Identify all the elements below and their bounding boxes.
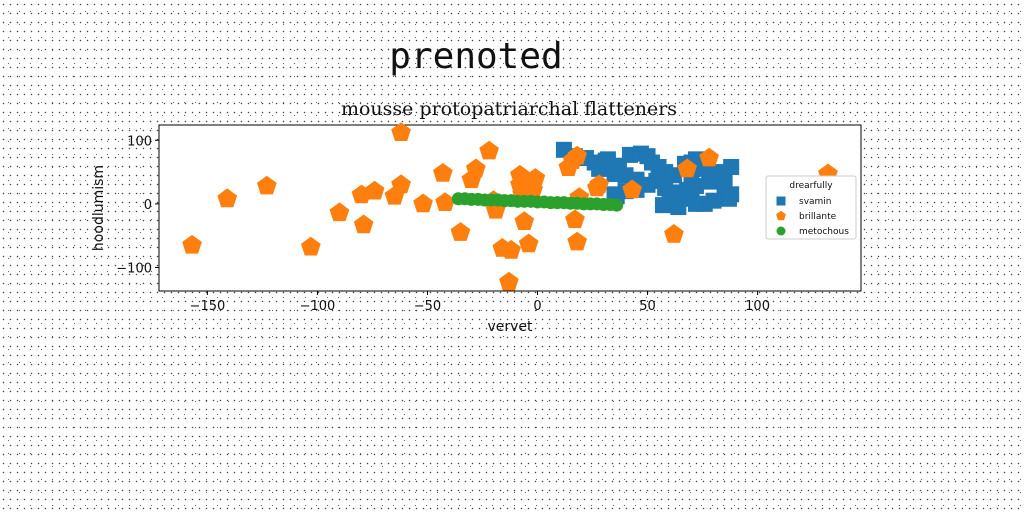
point-brillante: [525, 168, 546, 187]
point-svamin: [701, 173, 718, 190]
point-brillante: [435, 192, 455, 211]
x-tick-label: 100: [745, 299, 770, 314]
point-brillante: [499, 271, 519, 291]
legend-marker-brillante: [776, 210, 786, 221]
point-svamin: [723, 158, 740, 175]
point-svamin: [591, 160, 608, 177]
x-tick-label: 0: [533, 299, 541, 314]
point-brillante: [364, 180, 385, 200]
legend-marker-svamin: [776, 196, 786, 206]
x-axis: −150 −100 −50 0 50 100: [190, 291, 770, 314]
legend: drearfully svamin brillante metochous: [765, 175, 857, 240]
point-brillante: [622, 179, 642, 199]
point-brillante: [501, 239, 521, 259]
x-tick-label: −50: [414, 299, 441, 314]
point-brillante: [329, 202, 350, 222]
point-svamin: [720, 190, 737, 207]
point-svamin: [654, 197, 671, 214]
point-brillante: [466, 158, 486, 178]
point-brillante: [217, 188, 238, 208]
y-tick-label: −100: [116, 261, 152, 276]
x-axis-label: vervet: [487, 319, 533, 335]
legend-label-brillante: brillante: [799, 212, 837, 222]
point-brillante: [589, 174, 609, 194]
point-brillante: [182, 234, 202, 254]
point-brillante: [450, 222, 471, 241]
point-brillante: [391, 122, 411, 141]
legend-label-metochous: metochous: [799, 227, 849, 237]
y-tick-label: 0: [144, 198, 152, 213]
x-tick-label: −100: [300, 299, 336, 314]
x-tick-label: 50: [639, 299, 656, 314]
legend-label-svamin: svamin: [799, 197, 832, 207]
point-brillante: [433, 163, 453, 182]
plot-area: [158, 124, 862, 292]
point-svamin: [705, 192, 722, 209]
point-svamin: [687, 195, 704, 212]
y-axis: −100 0 100: [116, 134, 159, 276]
data-marks: [182, 122, 838, 291]
y-axis-label: hoodlumism: [91, 165, 107, 251]
point-brillante: [567, 231, 587, 251]
point-brillante: [677, 158, 697, 178]
point-brillante: [353, 214, 374, 234]
legend-box: [765, 175, 857, 240]
y-tick-label: 100: [127, 134, 152, 149]
legend-title: drearfully: [789, 181, 833, 191]
x-tick-label: −150: [190, 299, 226, 314]
point-brillante: [518, 233, 539, 253]
chart-title: mousse protopatriarchal flatteners: [341, 98, 677, 120]
point-brillante: [391, 174, 411, 194]
point-brillante: [514, 211, 535, 230]
point-svamin: [639, 176, 656, 193]
point-metochous: [610, 198, 624, 212]
figure-suptitle: prenoted: [389, 36, 562, 77]
point-svamin: [670, 199, 687, 216]
point-brillante: [699, 147, 719, 167]
point-brillante: [565, 209, 585, 229]
legend-marker-metochous: [776, 226, 786, 236]
point-brillante: [479, 140, 499, 160]
point-brillante: [413, 193, 433, 213]
point-brillante: [567, 145, 587, 165]
point-brillante: [301, 236, 321, 256]
point-brillante: [664, 224, 684, 243]
point-brillante: [257, 175, 277, 195]
